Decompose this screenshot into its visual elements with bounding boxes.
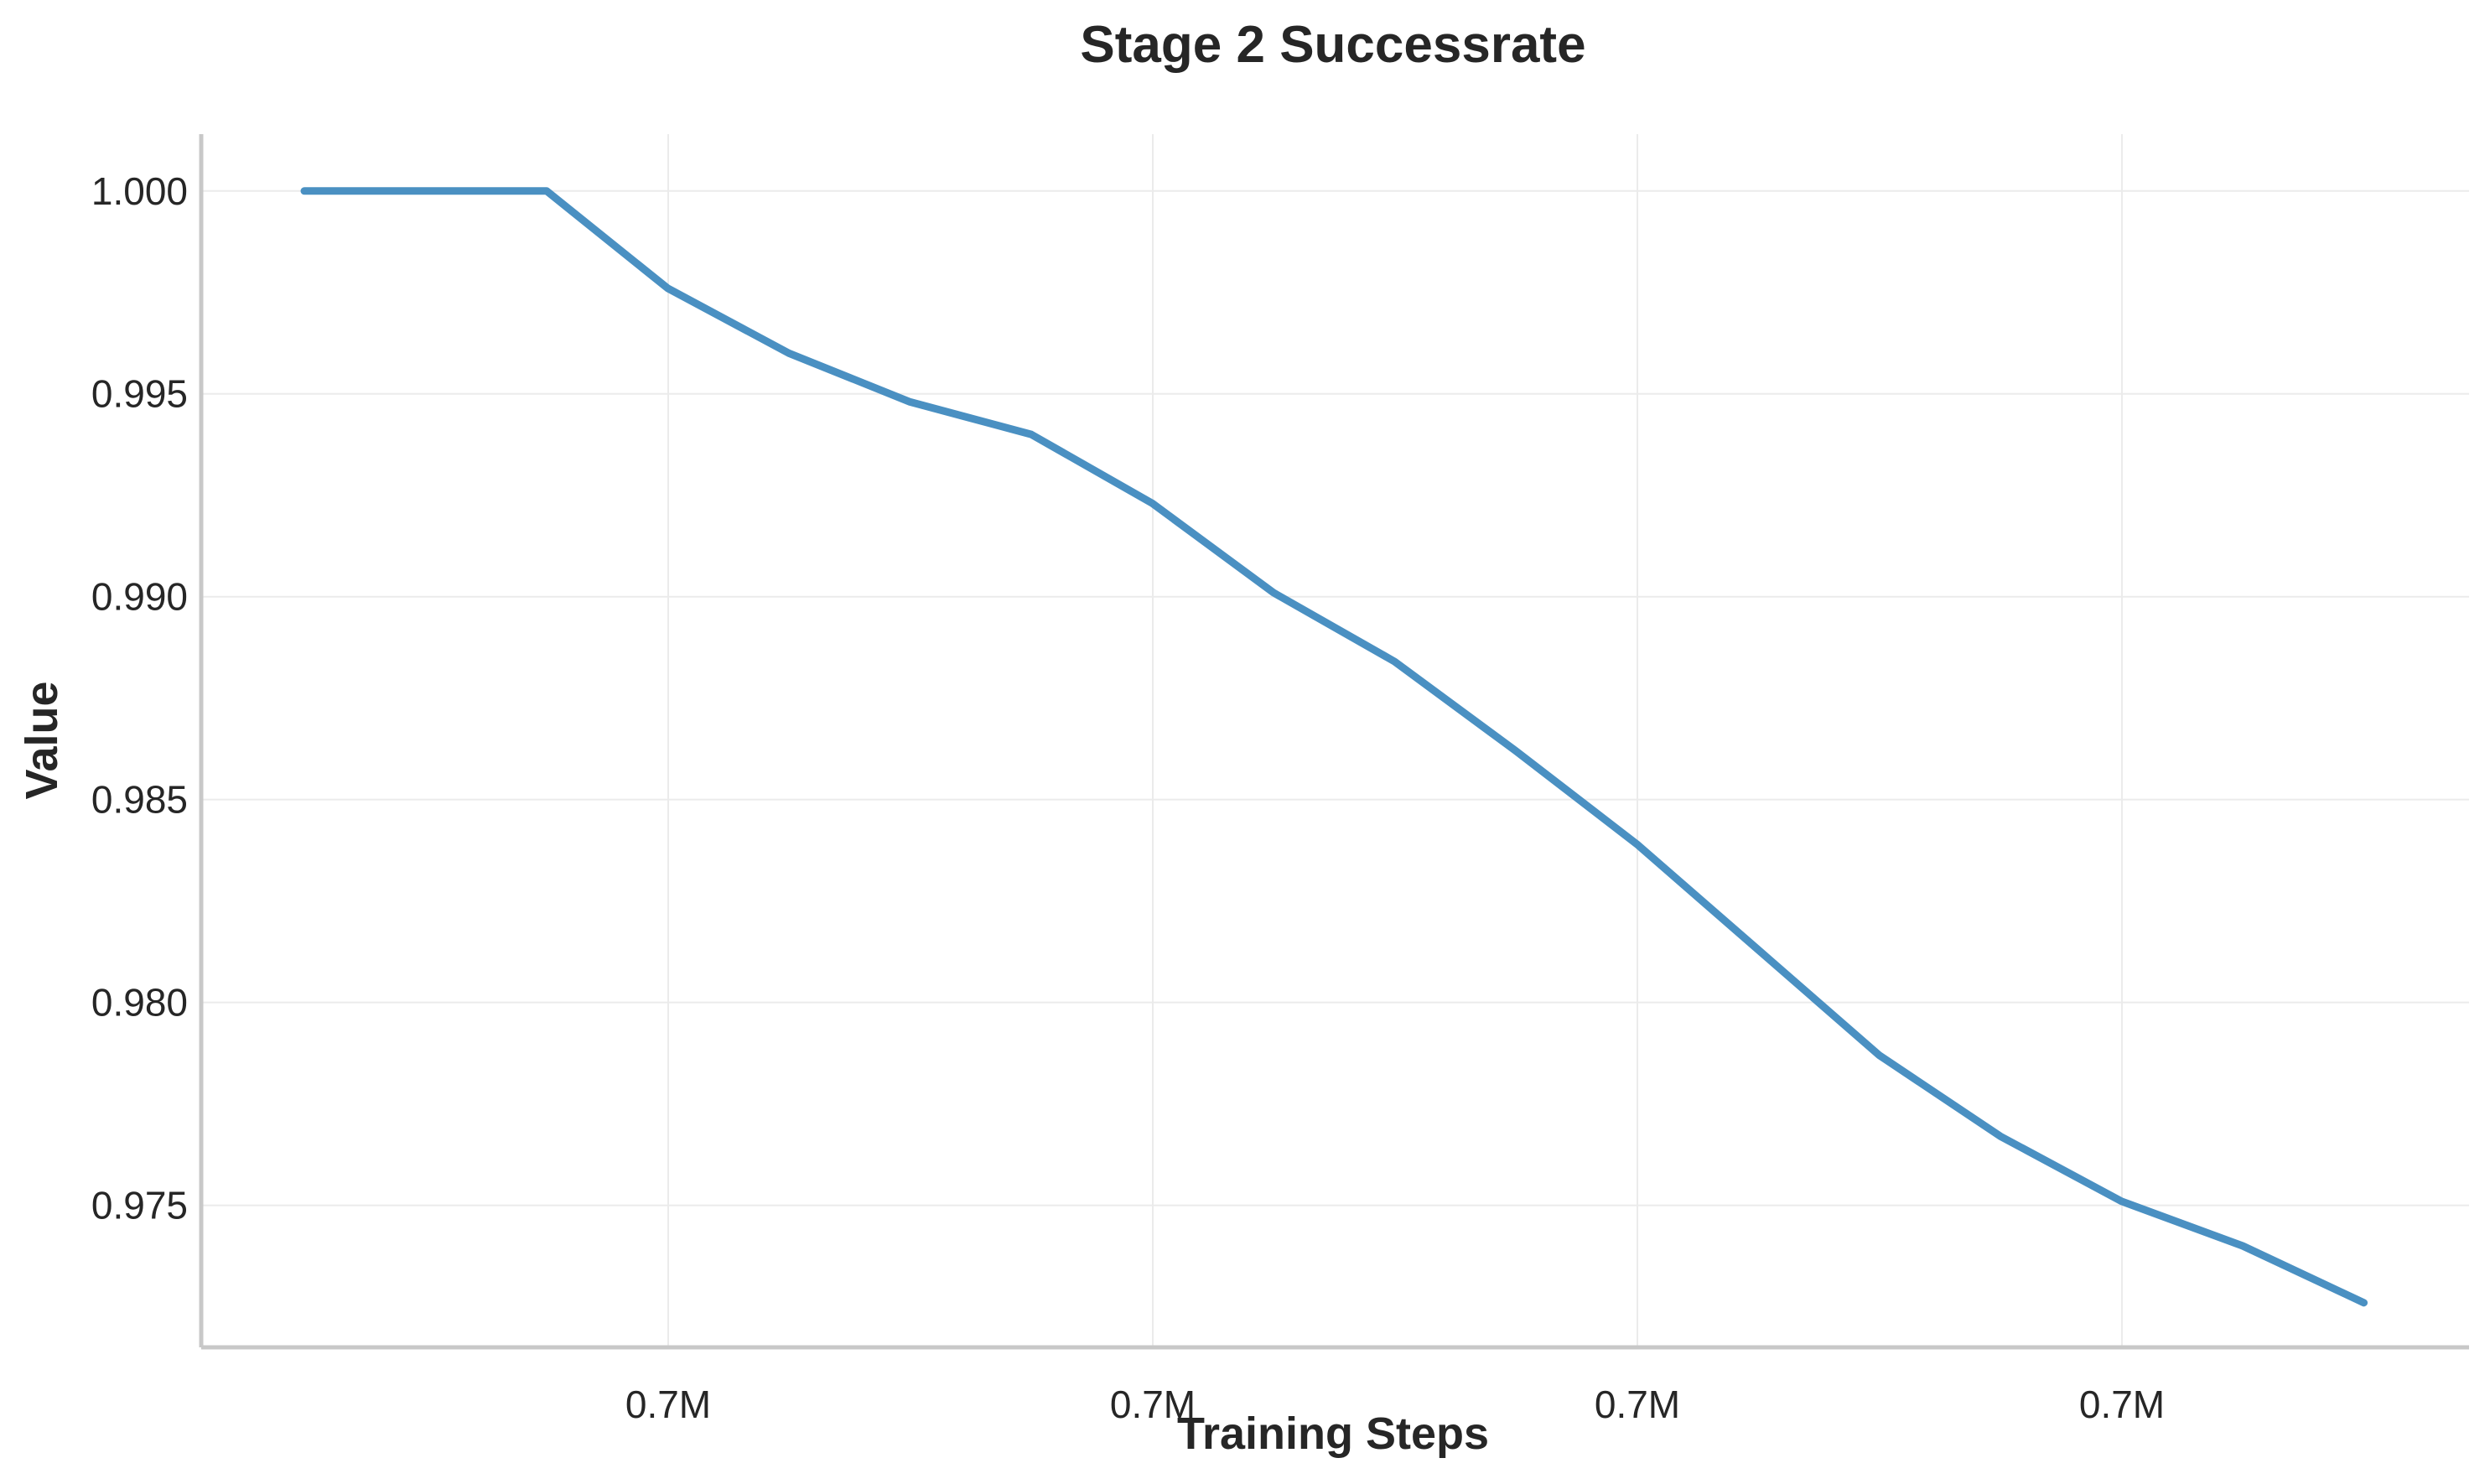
y-tick-label: 1.000 [91,169,188,213]
y-tick-label: 0.985 [91,778,188,822]
chart-title: Stage 2 Successrate [1080,16,1585,74]
y-tick-label: 0.995 [91,372,188,416]
x-tick-label: 0.7M [1110,1383,1196,1426]
x-axis-label: Training Steps [1177,1409,1489,1459]
x-tick-label: 0.7M [2079,1383,2165,1426]
y-tick-label: 0.990 [91,575,188,619]
y-axis-label: Value [17,681,67,799]
series-layer [300,187,2368,1307]
x-tick-labels: 0.7M 0.7M 0.7M 0.7M [625,1383,2165,1426]
y-tick-label: 0.980 [91,981,188,1025]
x-tick-label: 0.7M [625,1383,711,1426]
x-tick-label: 0.7M [1595,1383,1680,1426]
grid [201,134,2469,1347]
y-tick-labels: 0.975 0.980 0.985 0.990 0.995 1.000 [91,169,188,1227]
series-line [300,187,2368,1307]
y-tick-label: 0.975 [91,1184,188,1227]
